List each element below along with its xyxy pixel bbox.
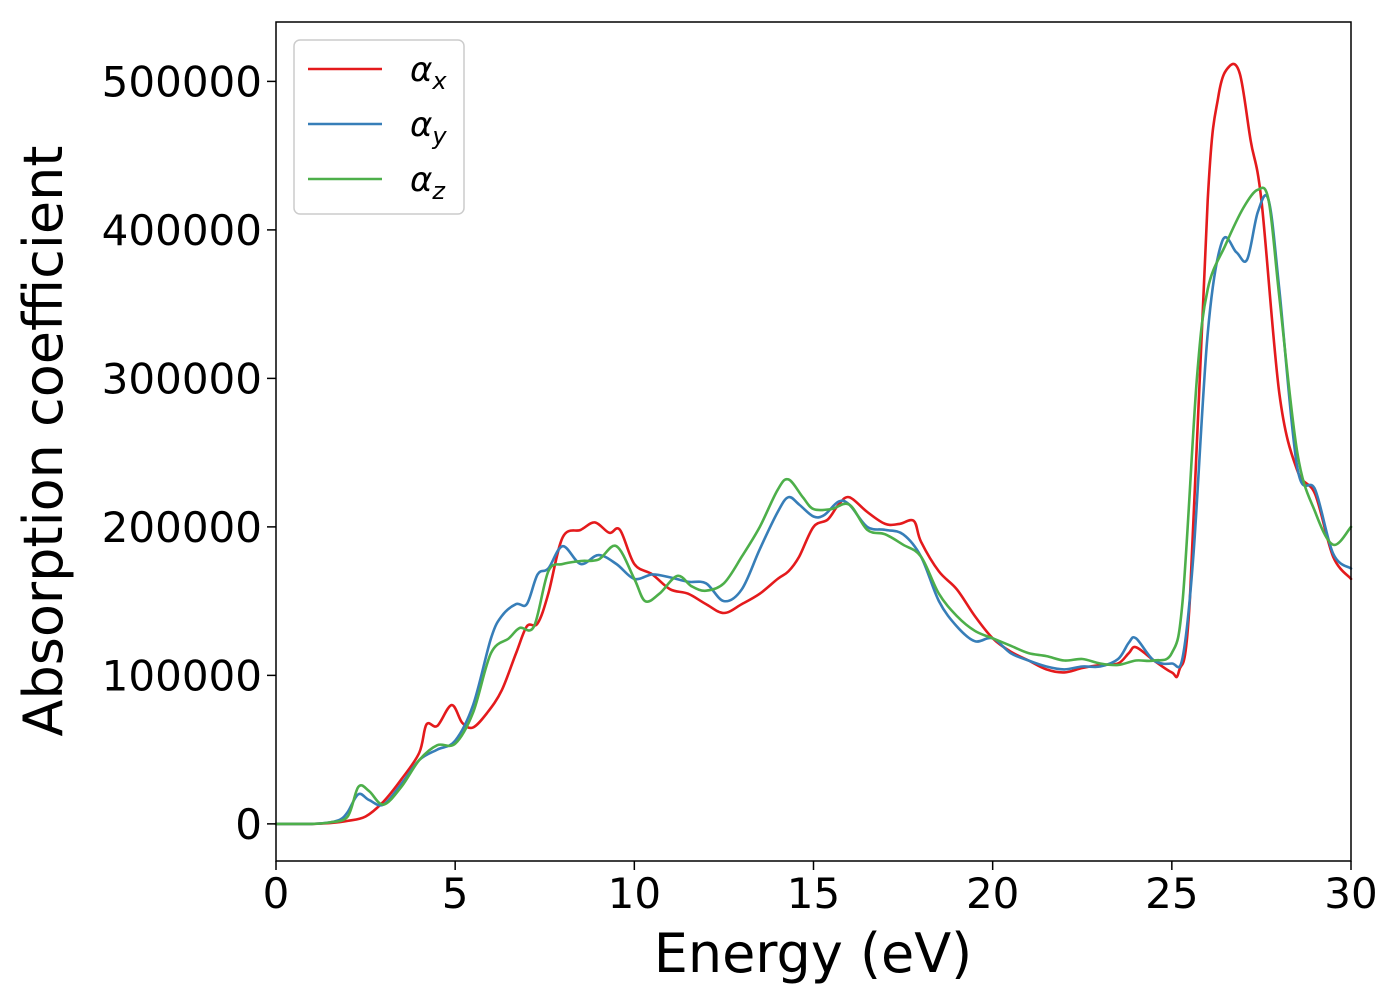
series-group [274,62,1353,826]
legend-box [293,39,465,215]
x-tick-label: 10 [608,869,661,918]
y-tick-label: 200000 [102,503,262,552]
legend-label: αy [410,105,447,150]
x-tick-label: 5 [442,869,469,918]
y-tick-label: 400000 [102,206,262,255]
series-line-alpha-x [274,62,1353,826]
legend-label: αx [410,50,447,95]
x-axis-label: Energy (eV) [654,922,973,985]
x-tick-label: 0 [263,869,290,918]
y-axis-label: Absorption coefficient [12,146,75,737]
series-line-alpha-z [274,186,1353,826]
legend: αx αy αz [293,39,465,215]
legend-label: αz [410,160,446,205]
y-tick-label: 500000 [102,57,262,106]
y-tick-label: 0 [235,800,262,849]
y-tick-label: 100000 [102,651,262,700]
x-axis: 0 5 10 15 20 25 30 [263,861,1378,918]
y-axis: 0 100000 200000 300000 400000 500000 [102,57,276,849]
x-tick-label: 30 [1324,869,1377,918]
x-tick-label: 25 [1145,869,1198,918]
series-line-alpha-y [274,193,1353,826]
x-tick-label: 15 [787,869,840,918]
y-tick-label: 300000 [102,354,262,403]
x-tick-label: 20 [966,869,1019,918]
